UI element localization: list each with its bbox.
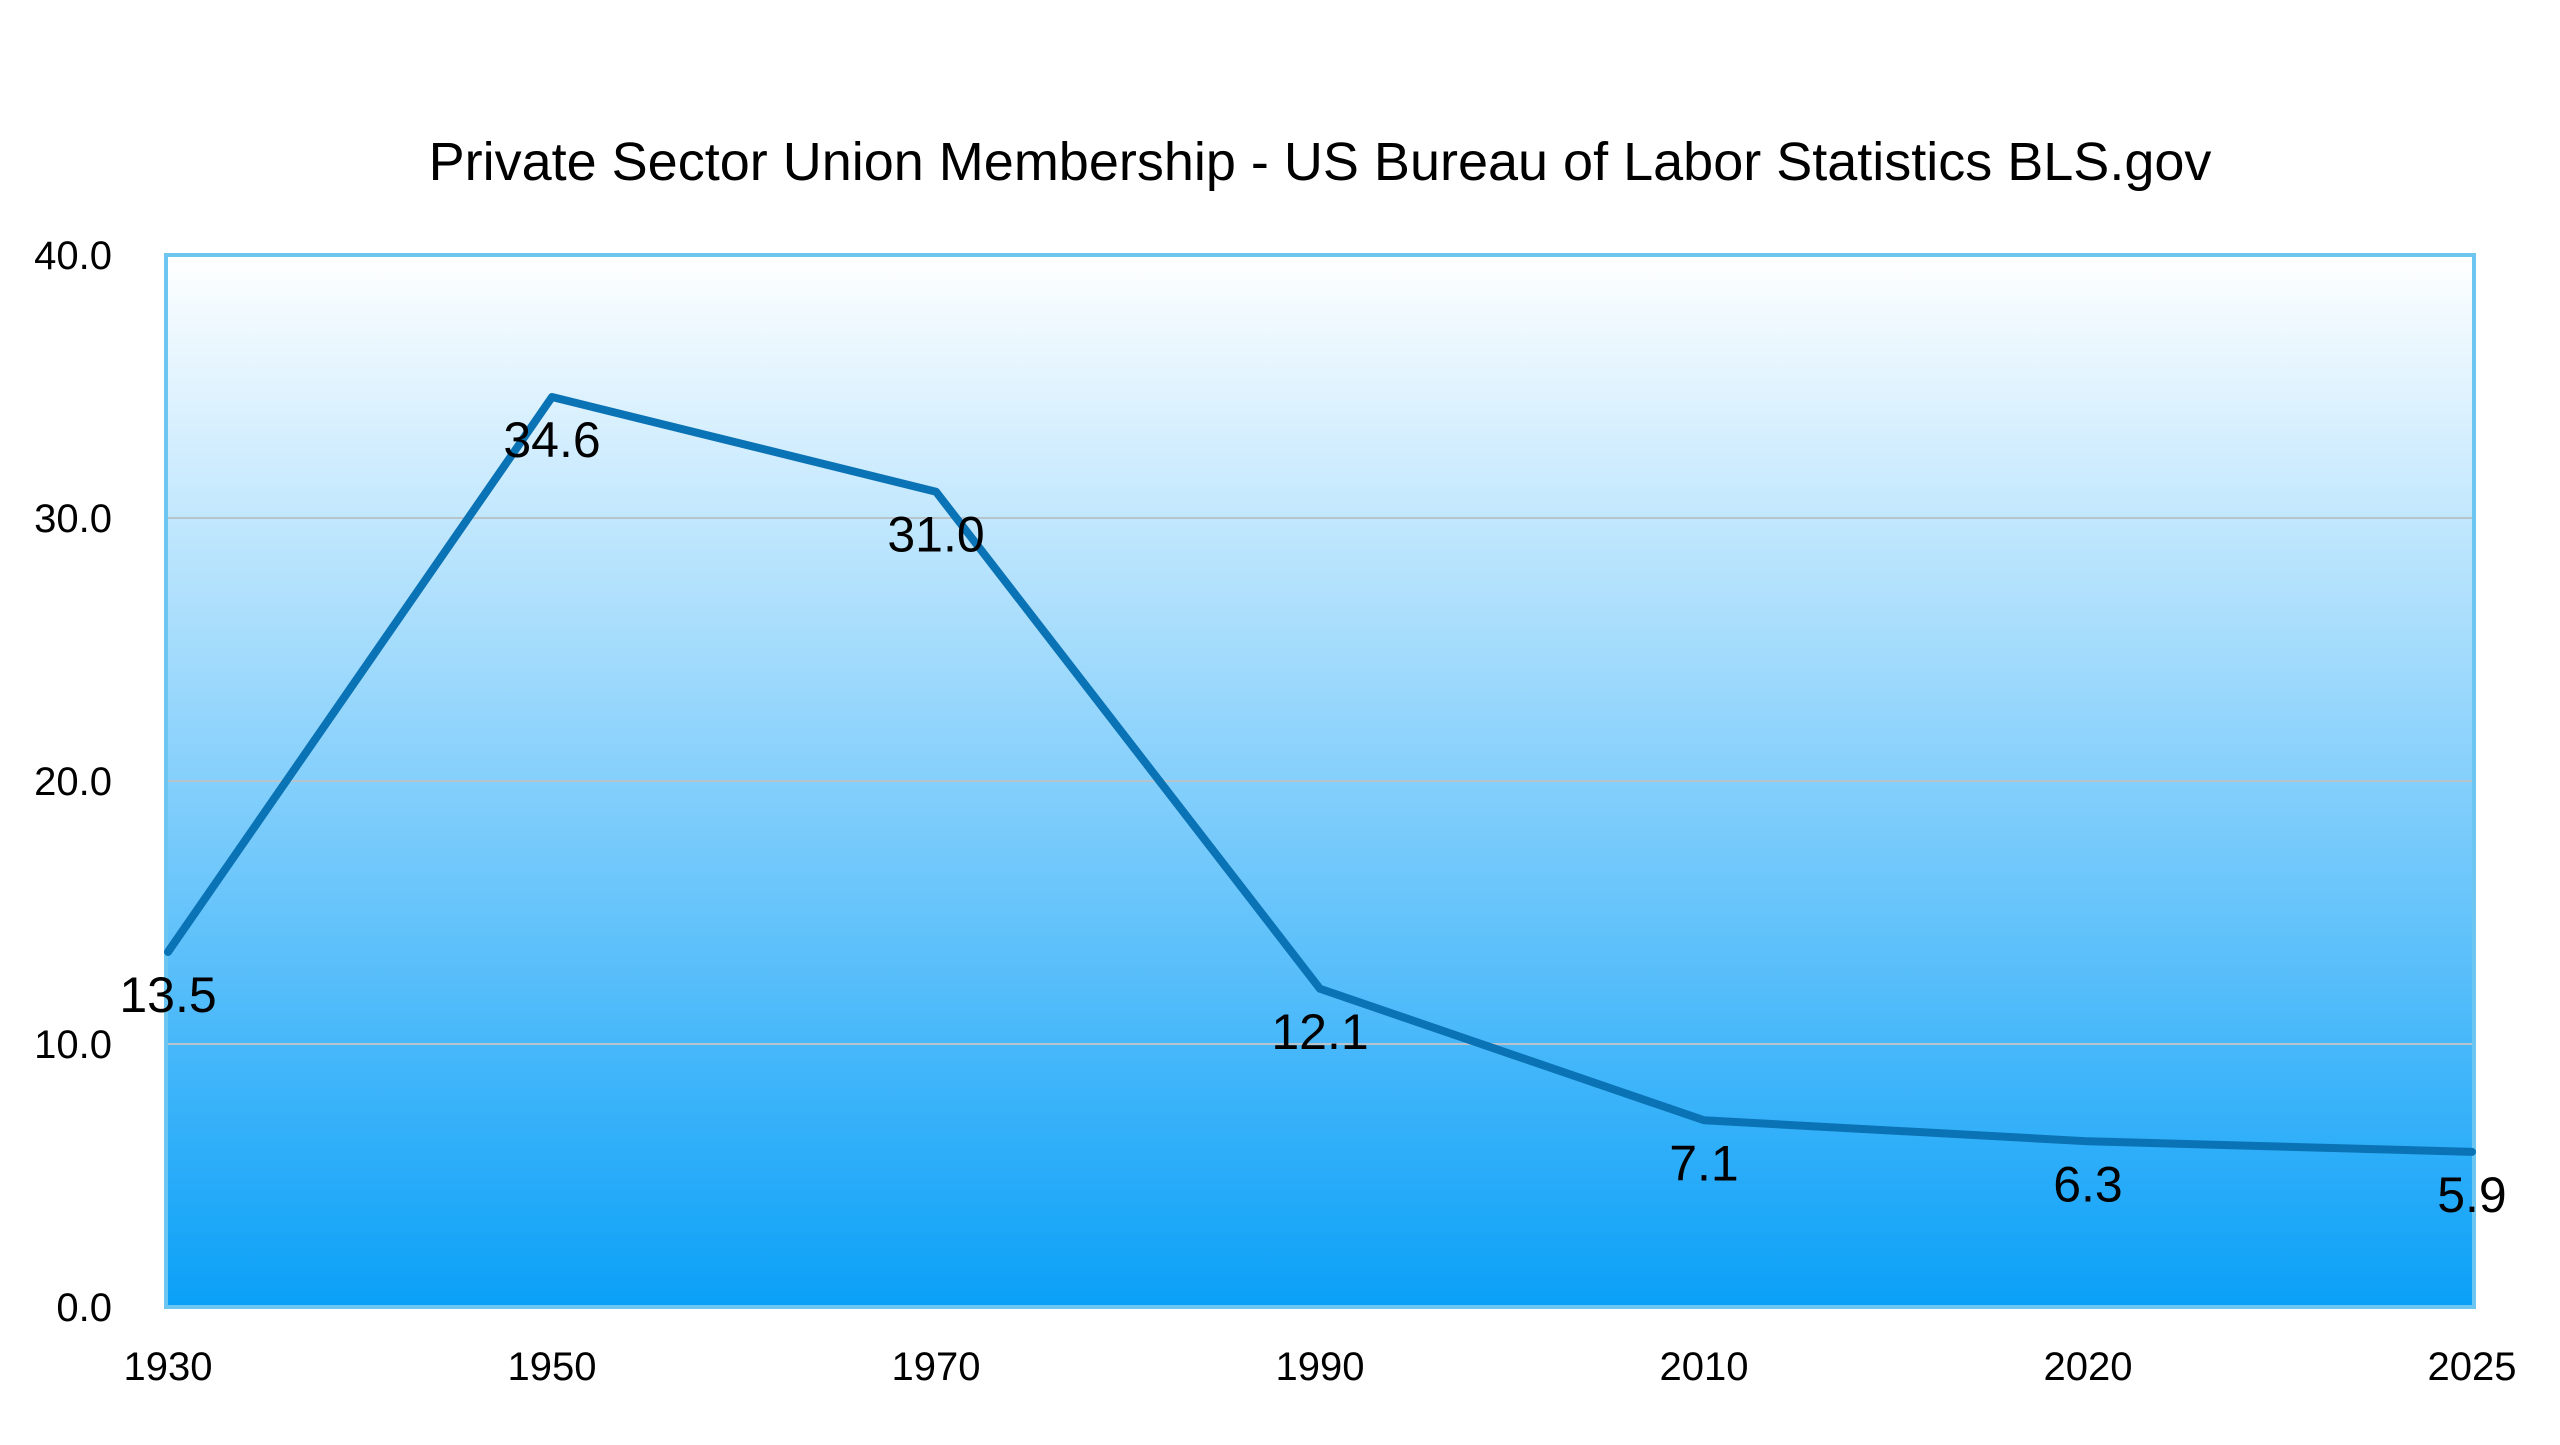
- data-label: 13.5: [119, 967, 216, 1023]
- data-label: 5.9: [2437, 1167, 2507, 1223]
- x-tick-label: 2025: [2428, 1345, 2517, 1389]
- series-line: [164, 393, 2476, 1156]
- y-tick-label: 10.0: [34, 1023, 112, 1067]
- series-line-layer: [164, 393, 2476, 1156]
- y-tick-label: 30.0: [34, 497, 112, 541]
- x-tick-label: 1950: [508, 1345, 597, 1389]
- x-axis-tick-labels: 1930 1950 1970 1990 2010 2020 2025: [124, 1345, 2517, 1389]
- x-tick-label: 2010: [1660, 1345, 1749, 1389]
- y-tick-label: 20.0: [34, 760, 112, 804]
- data-label: 34.6: [503, 412, 600, 468]
- x-tick-label: 1930: [124, 1345, 213, 1389]
- y-tick-label: 40.0: [34, 234, 112, 278]
- data-label: 6.3: [2053, 1156, 2123, 1212]
- x-tick-label: 2020: [2044, 1345, 2133, 1389]
- data-label: 12.1: [1271, 1004, 1368, 1060]
- data-labels: 13.5 34.6 31.0 12.1 7.1 6.3 5.9: [119, 412, 2506, 1223]
- y-axis-tick-labels: 0.0 10.0 20.0 30.0 40.0: [34, 234, 112, 1330]
- gridlines: [168, 517, 2472, 1045]
- data-label: 7.1: [1669, 1135, 1739, 1191]
- x-tick-label: 1990: [1276, 1345, 1365, 1389]
- x-tick-label: 1970: [892, 1345, 981, 1389]
- y-tick-label: 0.0: [56, 1286, 112, 1330]
- data-label: 31.0: [887, 507, 984, 563]
- chart-title: Private Sector Union Membership - US Bur…: [429, 132, 2212, 192]
